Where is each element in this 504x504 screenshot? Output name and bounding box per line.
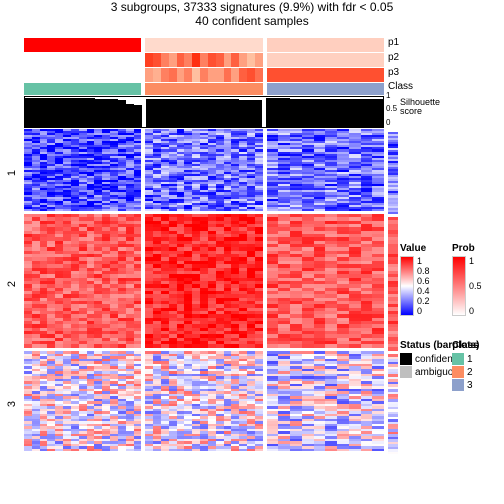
silh-axis-0: 0 — [386, 118, 390, 127]
side-strip-3 — [388, 354, 398, 454]
side-strip-1 — [388, 132, 398, 214]
silh-axis-05: 0.5 — [386, 104, 397, 113]
plot-area — [24, 38, 384, 454]
anno-row-p1 — [24, 38, 384, 52]
anno-row-p3 — [24, 68, 384, 82]
silh-axis-1: 1 — [386, 91, 390, 100]
silhouette-row — [24, 96, 384, 128]
legend-class: Class 123 — [452, 340, 479, 392]
legend-prob: Prob 10.50 — [452, 243, 482, 316]
cluster-label-1: 1 — [6, 170, 18, 176]
legend-value: Value 10.80.60.40.20 — [400, 243, 430, 316]
label-class: Class — [388, 81, 413, 92]
label-p2: p2 — [388, 52, 399, 63]
legend-value-ticks: 10.80.60.40.20 — [417, 256, 430, 316]
anno-row-class — [24, 83, 384, 95]
cluster-label-2: 2 — [6, 281, 18, 287]
legend-prob-title: Prob — [452, 243, 482, 254]
legend-value-title: Value — [400, 243, 430, 254]
title-line-2: 40 confident samples — [0, 14, 504, 28]
legend-prob-ticks: 10.50 — [469, 256, 482, 316]
cluster-label-3: 3 — [6, 401, 18, 407]
side-strip-2 — [388, 217, 398, 351]
legend-class-items: 123 — [452, 353, 479, 391]
label-p1: p1 — [388, 37, 399, 48]
label-silhouette: Silhouette score — [400, 98, 440, 116]
label-p3: p3 — [388, 67, 399, 78]
anno-row-p2 — [24, 53, 384, 67]
legend-value-gradient — [400, 256, 414, 316]
title-line-1: 3 subgroups, 37333 signatures (9.9%) wit… — [0, 0, 504, 14]
heatmap — [24, 129, 384, 451]
legend-class-title: Class — [452, 340, 479, 351]
legend-prob-gradient — [452, 256, 466, 316]
